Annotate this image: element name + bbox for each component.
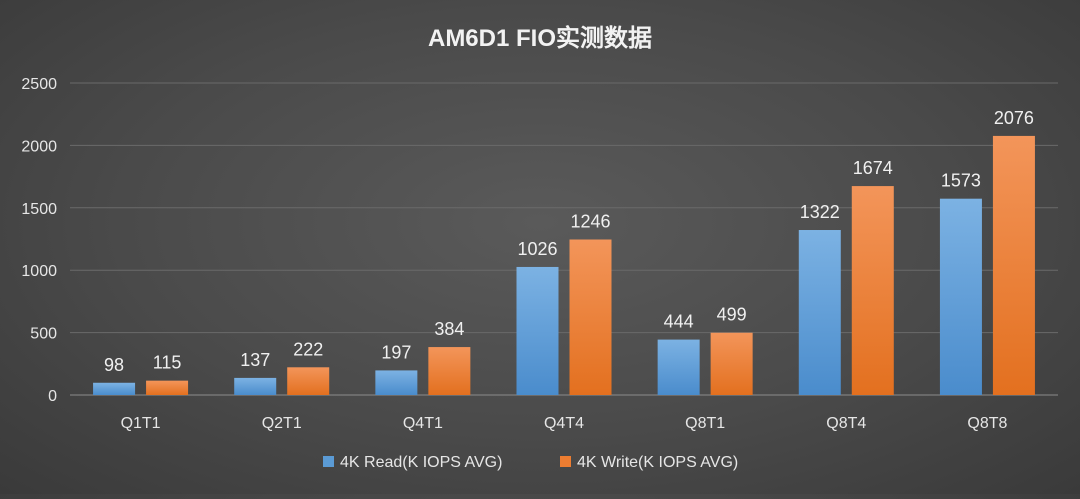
x-tick-label: Q2T1 — [262, 415, 302, 432]
x-tick-label: Q8T1 — [685, 415, 725, 432]
data-labels: 98 115 137 222 197 384 1026 1246 444 499 1322 1674 1… — [104, 108, 1034, 375]
bar-read — [516, 266, 559, 395]
data-label: 137 — [240, 350, 270, 370]
data-label: 1573 — [941, 171, 981, 191]
gridlines — [70, 82, 1058, 396]
data-label: 1674 — [853, 158, 893, 178]
bar-write — [569, 239, 612, 395]
legend-swatch — [560, 456, 571, 467]
bar-write — [428, 347, 471, 395]
y-tick-label: 1500 — [21, 201, 57, 218]
data-label: 384 — [434, 319, 464, 339]
x-tick-label: Q8T4 — [826, 415, 866, 432]
x-tick-label: Q4T1 — [403, 415, 443, 432]
bar-read — [93, 382, 136, 395]
bar-write — [851, 186, 894, 395]
y-tick-label: 500 — [30, 326, 57, 343]
bar-read — [375, 370, 418, 395]
x-tick-label: Q1T1 — [121, 415, 161, 432]
bar-write — [287, 367, 330, 395]
legend: 4K Read(K IOPS AVG) 4K Write(K IOPS AVG) — [323, 454, 738, 471]
bar-read — [234, 377, 277, 395]
data-label: 222 — [293, 339, 323, 359]
bar-write — [710, 332, 753, 395]
data-label: 499 — [717, 305, 747, 325]
bar-write — [992, 135, 1035, 395]
data-label: 115 — [153, 353, 182, 373]
y-tick-label: 1000 — [21, 263, 57, 280]
data-label: 1322 — [800, 202, 840, 222]
bar-write — [146, 380, 189, 395]
data-label: 2076 — [994, 108, 1034, 128]
bar-read — [657, 339, 700, 395]
legend-label: 4K Write(K IOPS AVG) — [577, 454, 738, 471]
x-tick-label: Q4T4 — [544, 415, 584, 432]
x-tick-label: Q8T8 — [967, 415, 1007, 432]
chart-title: AM6D1 FIO实测数据 — [428, 24, 652, 52]
data-label: 98 — [104, 355, 124, 375]
y-tick-label: 2500 — [21, 76, 57, 93]
y-tick-label: 0 — [48, 388, 57, 405]
bars — [93, 135, 1035, 395]
bar-read — [798, 230, 841, 395]
data-label: 197 — [381, 342, 411, 362]
data-label: 1026 — [517, 239, 557, 259]
legend-swatch — [323, 456, 334, 467]
y-tick-label: 2000 — [21, 138, 57, 155]
bar-read — [939, 198, 982, 395]
x-axis-ticks: Q1T1 Q2T1 Q4T1 Q4T4 Q8T1 Q8T4 Q8T8 — [121, 415, 1008, 432]
legend-label: 4K Read(K IOPS AVG) — [340, 454, 502, 471]
y-axis-ticks: 0 500 1000 1500 2000 2500 — [21, 76, 57, 405]
data-label: 1246 — [570, 211, 610, 231]
data-label: 444 — [664, 312, 694, 332]
